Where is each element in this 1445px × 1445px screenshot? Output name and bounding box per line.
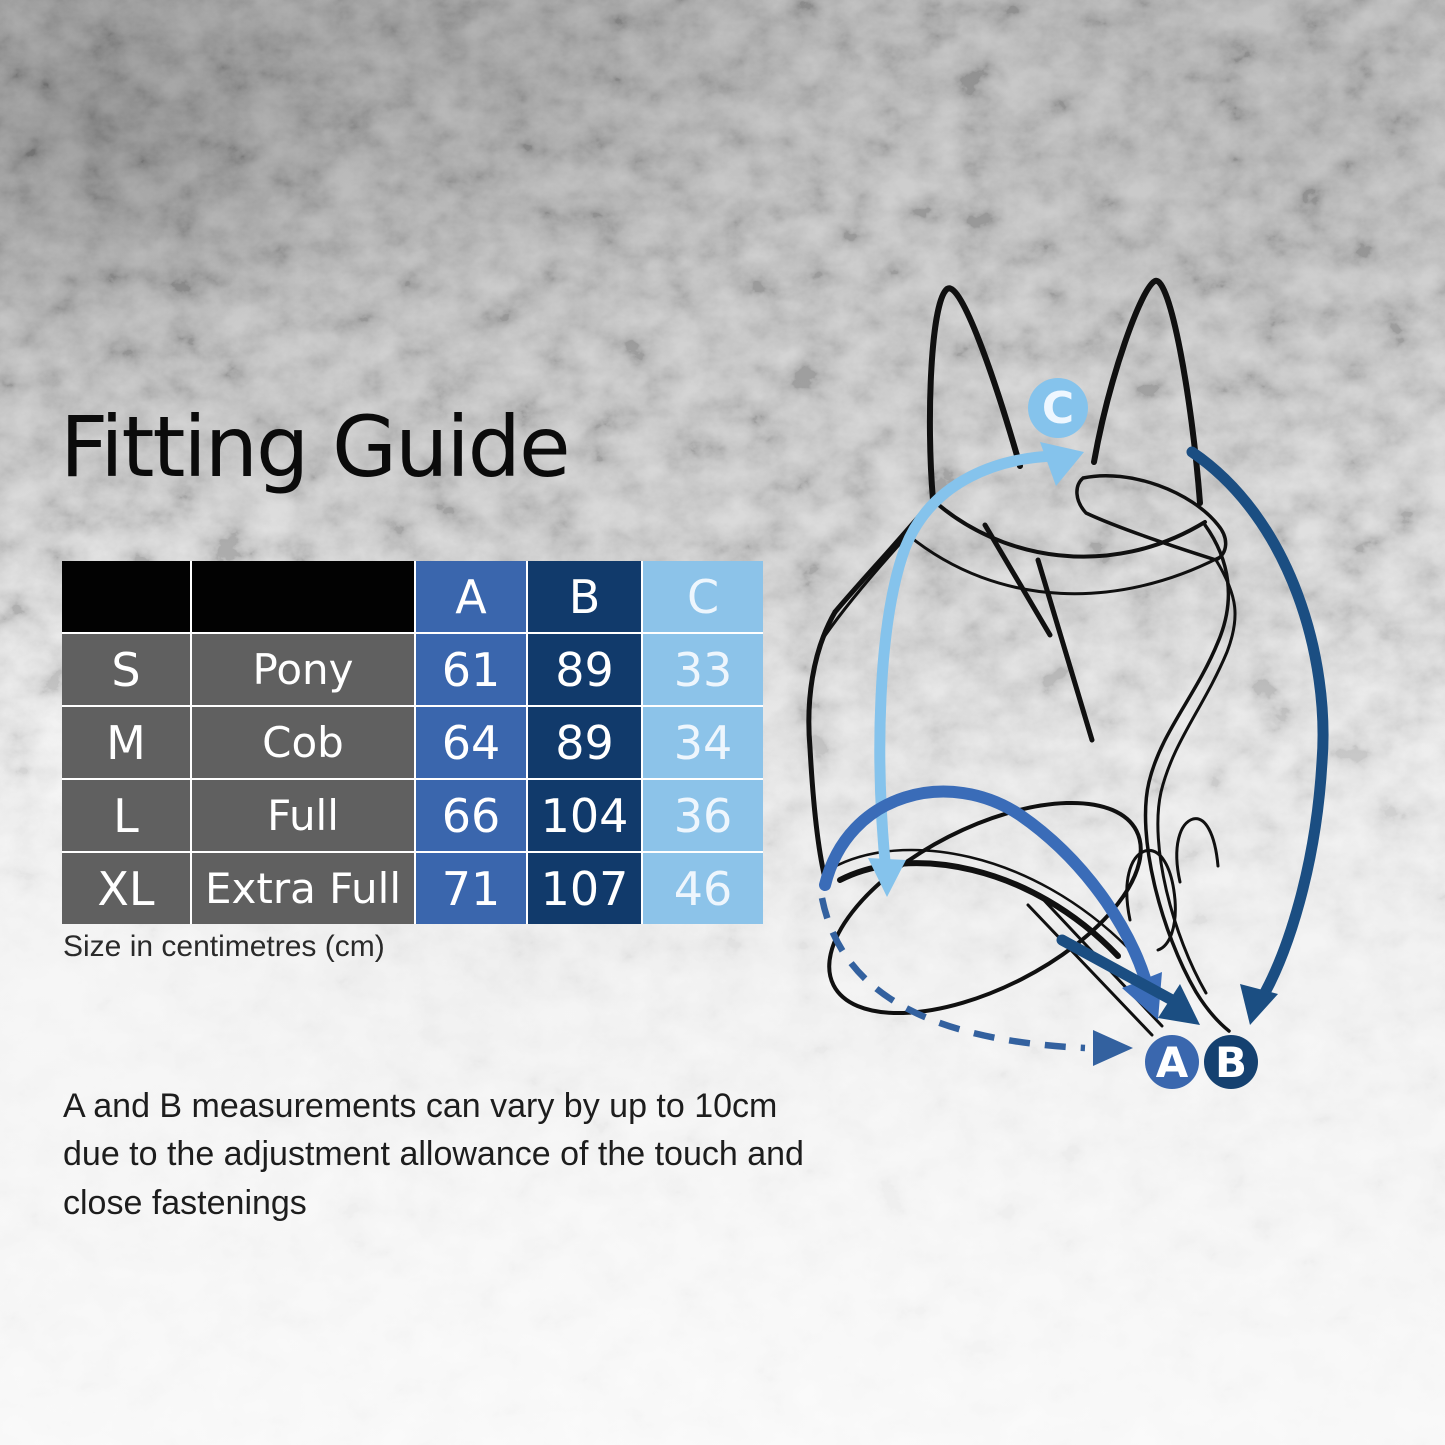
forelock-seam-right bbox=[1035, 557, 1095, 743]
b-short-arrow-line bbox=[1056, 934, 1178, 1006]
right-cheek-band-inner bbox=[1156, 558, 1237, 995]
table-cell-b: 104 bbox=[528, 780, 641, 851]
label-c-text: C bbox=[1042, 383, 1074, 434]
table-cell-name: Pony bbox=[192, 634, 414, 705]
fly-mask-outline bbox=[806, 278, 1237, 1037]
table-cell-a: 66 bbox=[416, 780, 526, 851]
table-cell-a: 71 bbox=[416, 853, 526, 924]
a-arrowhead-dashed bbox=[1093, 1030, 1133, 1066]
table-cell-name: Full bbox=[192, 780, 414, 851]
table-cell-a: 61 bbox=[416, 634, 526, 705]
right-ear-outline bbox=[1091, 278, 1203, 506]
c-arrowhead-bottom bbox=[868, 858, 906, 897]
brow-band-lower-seam bbox=[906, 533, 1220, 596]
label-c-circle bbox=[1028, 378, 1088, 438]
b-arrowhead-short bbox=[1158, 984, 1200, 1025]
touch-close-tab-2 bbox=[1175, 817, 1220, 884]
table-cell-name: Cob bbox=[192, 707, 414, 778]
fly-mask-diagram: C A B bbox=[806, 278, 1329, 1089]
table-cell-size: L bbox=[62, 780, 190, 851]
size-table: A B C S Pony 61 89 33 M Cob 64 89 34 L F… bbox=[62, 561, 763, 924]
a-dashed-line bbox=[818, 897, 1086, 1052]
header-column-b: B bbox=[528, 561, 641, 632]
label-b-text: B bbox=[1215, 1038, 1247, 1087]
header-column-c: C bbox=[643, 561, 763, 632]
measure-c-arrow bbox=[868, 442, 1084, 897]
table-cell-size: S bbox=[62, 634, 190, 705]
table-cell-b: 89 bbox=[528, 707, 641, 778]
c-arrowhead-top bbox=[1040, 442, 1084, 486]
measure-a-arrow bbox=[818, 785, 1162, 1066]
left-brow-edge-inner bbox=[820, 533, 910, 642]
table-cell-c: 46 bbox=[643, 853, 763, 924]
noseband-seam-thin bbox=[830, 848, 1130, 950]
header-column-a: A bbox=[416, 561, 526, 632]
muzzle-opening bbox=[827, 800, 1143, 1016]
noseband-seam-heavy bbox=[837, 860, 1121, 959]
measure-b-arrow bbox=[1056, 446, 1329, 1025]
table-cell-name: Extra Full bbox=[192, 853, 414, 924]
table-cell-c: 34 bbox=[643, 707, 763, 778]
measurement-note: A and B measurements can vary by up to 1… bbox=[63, 1087, 804, 1222]
header-spacer-name-cell bbox=[192, 561, 414, 632]
page-title: Fitting Guide bbox=[60, 398, 571, 496]
table-cell-c: 36 bbox=[643, 780, 763, 851]
left-ear-outline bbox=[926, 285, 1023, 503]
b-arrowhead-long bbox=[1240, 984, 1278, 1025]
right-cheek-band-outer bbox=[1143, 523, 1231, 1033]
label-b-circle bbox=[1204, 1035, 1258, 1089]
header-spacer-size-cell bbox=[62, 561, 190, 632]
table-units-caption: Size in centimetres (cm) bbox=[63, 930, 385, 963]
table-cell-a: 64 bbox=[416, 707, 526, 778]
left-face-edge bbox=[806, 609, 838, 885]
touch-close-tab-1 bbox=[1125, 849, 1177, 952]
label-a-circle bbox=[1145, 1035, 1199, 1089]
forelock-seam-left bbox=[982, 522, 1053, 638]
brow-band-upper-seam bbox=[931, 498, 1207, 559]
table-cell-b: 107 bbox=[528, 853, 641, 924]
label-a-text: A bbox=[1156, 1038, 1189, 1087]
table-cell-c: 33 bbox=[643, 634, 763, 705]
table-cell-size: M bbox=[62, 707, 190, 778]
table-cell-size: XL bbox=[62, 853, 190, 924]
jaw-strap-line bbox=[1026, 903, 1154, 1037]
table-cell-b: 89 bbox=[528, 634, 641, 705]
